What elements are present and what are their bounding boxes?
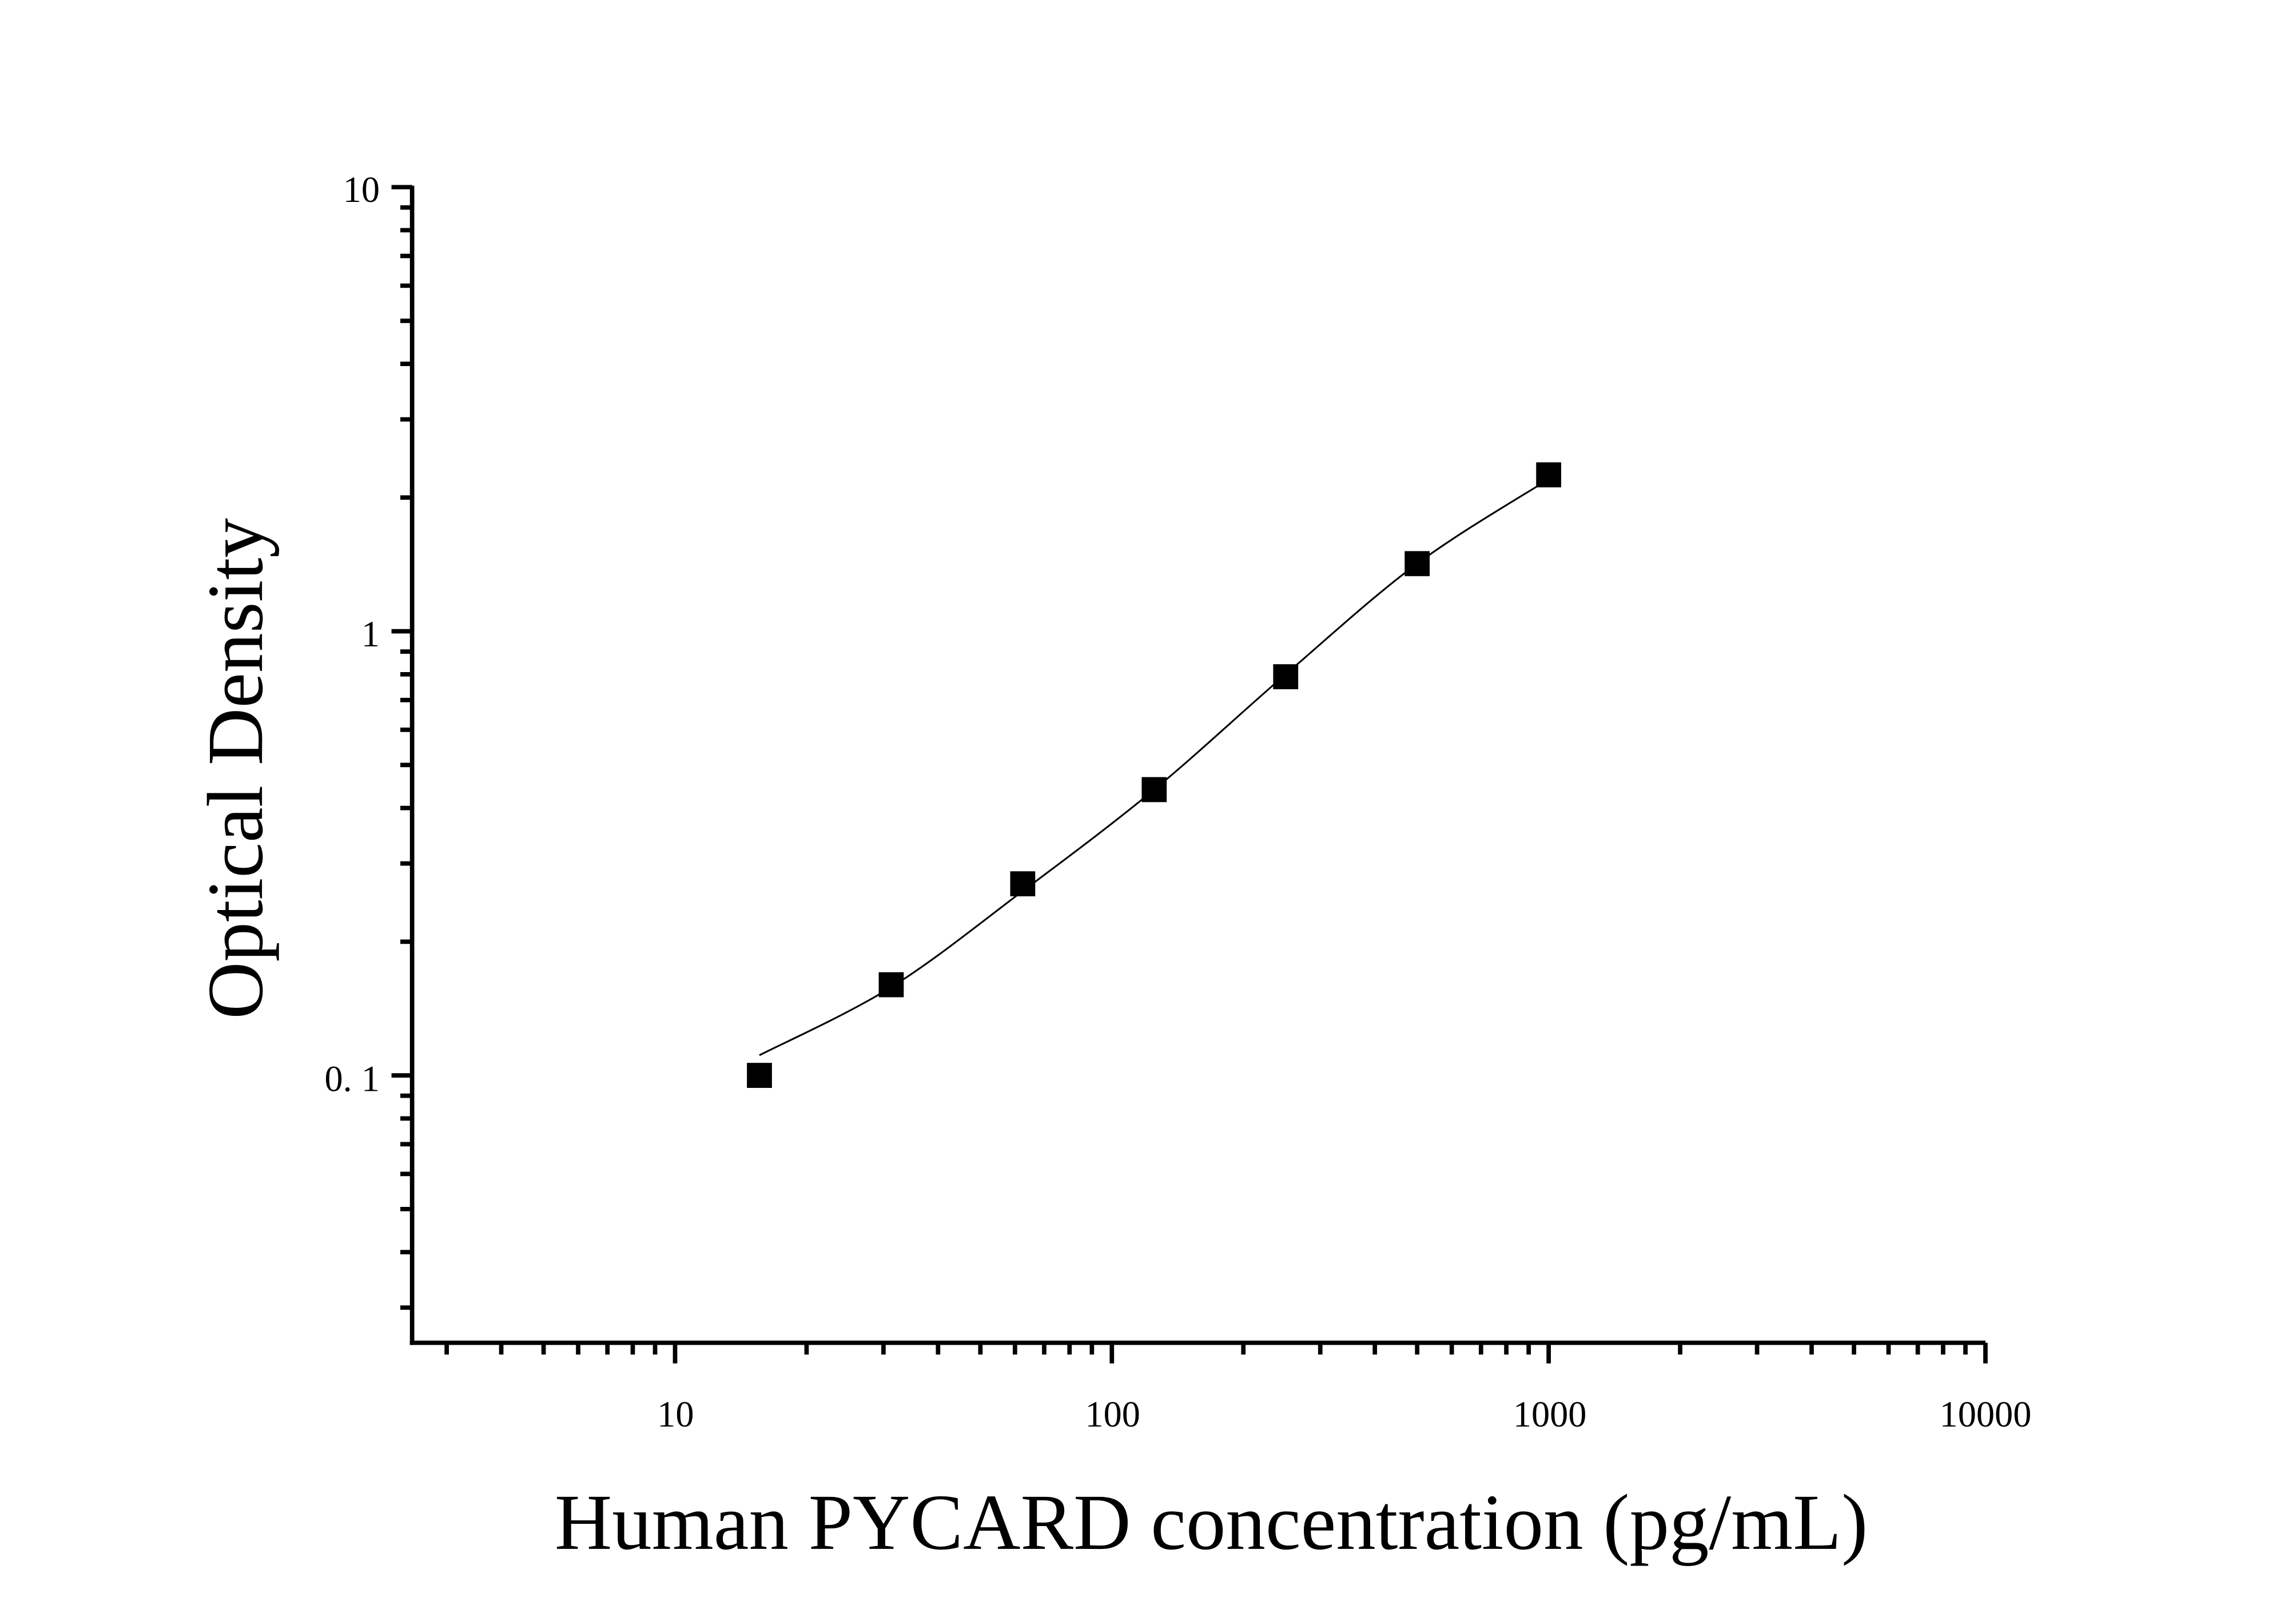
fit-curve: [759, 478, 1549, 1056]
y-tick-label: 0. 1: [325, 1058, 380, 1099]
x-tick-label: 10000: [1940, 1394, 2032, 1435]
x-tick-label: 10: [657, 1394, 694, 1435]
data-point: [878, 972, 904, 998]
y-axis-label: Optical Density: [192, 518, 280, 1019]
y-tick-label: 10: [343, 169, 380, 210]
fit-curve-group: [759, 478, 1549, 1056]
data-point: [1273, 664, 1299, 689]
axes: [409, 185, 1985, 1345]
ticks: [391, 185, 1988, 1364]
data-point: [747, 1063, 772, 1088]
x-tick-label: 100: [1085, 1394, 1140, 1435]
y-tick-label: 1: [361, 614, 380, 654]
data-point: [1536, 462, 1562, 488]
data-point: [1141, 777, 1167, 802]
data-points: [747, 462, 1562, 1088]
data-point: [1404, 551, 1430, 577]
x-axis-label: Human PYCARD concentration (pg/mL): [555, 1479, 1868, 1567]
x-tick-label: 1000: [1513, 1394, 1587, 1435]
data-point: [1010, 871, 1036, 897]
